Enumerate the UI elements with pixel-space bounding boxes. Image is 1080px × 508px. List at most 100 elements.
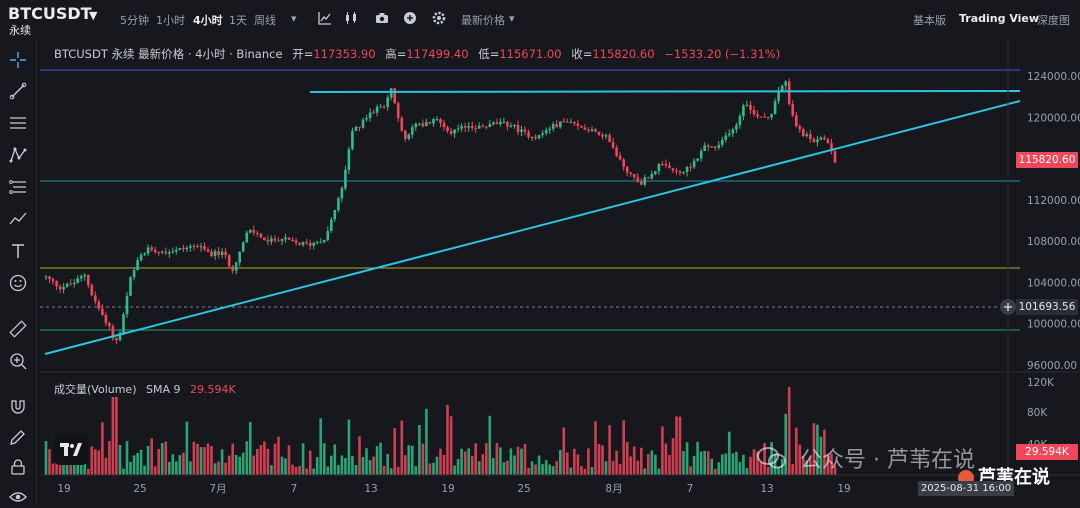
volume-bar [590,467,594,475]
timeframe-5m[interactable]: 5分钟 [120,14,149,27]
candle-body [513,125,516,126]
candle-body [315,242,319,244]
candle-body [608,135,611,142]
ruler-icon[interactable] [6,318,30,340]
pattern-icon[interactable] [6,144,30,166]
volume-bar [530,461,534,475]
candle-body [509,125,513,127]
candle-body [735,125,738,130]
volume-bar [224,462,227,475]
candle-body [354,126,358,131]
latest-price-caret-icon[interactable]: ▾ [509,12,515,25]
timeframe-1h[interactable]: 1小时 [156,14,185,27]
volume-bar [312,468,315,475]
candle-body [795,115,798,127]
candle-body [784,81,787,86]
time-tick-label: 25 [517,483,530,495]
crosshair-price-tag: 101693.56 [1016,299,1078,315]
volume-bar [555,461,558,475]
tradingview-logo-icon[interactable] [54,435,88,465]
fib-icon[interactable] [6,176,30,198]
symbol-dropdown-icon[interactable]: ▼ [89,9,98,22]
candle-body [245,232,249,243]
candle-body [551,124,555,129]
pencil-lock-icon[interactable] [6,426,30,448]
view-basic-tab[interactable]: 基本版 [913,14,946,27]
volume-bar [210,446,213,475]
candle-body [805,134,809,136]
candle-body [657,164,661,172]
crosshair-icon[interactable] [6,49,30,71]
volume-bar [220,449,224,475]
view-depth-tab[interactable]: 深度图 [1037,14,1070,27]
volume-bar [527,467,530,475]
candle-body [502,121,506,123]
volume-bar [389,468,393,475]
eye-icon[interactable] [6,486,30,508]
candles-icon[interactable] [342,9,360,27]
candle-body [227,255,231,267]
candle-body [516,125,520,132]
volume-bar [280,456,284,475]
candle-body [534,136,537,139]
camera-icon[interactable] [373,9,391,27]
timeframe-4h[interactable]: 4小时 [193,14,223,27]
candle-body [340,188,344,199]
timeframe-more-icon[interactable]: ▾ [291,12,297,25]
chart-type-icon[interactable] [316,9,334,27]
volume-bar [104,457,108,475]
emoji-icon[interactable] [6,272,30,294]
candle-body [108,322,111,327]
timeframe-weekly[interactable]: 周线 [254,14,276,27]
magnet-icon[interactable] [6,396,30,418]
volume-bar [234,455,238,475]
horizontal-lines-icon[interactable] [6,112,30,134]
candle-body [361,119,365,128]
candle-body [791,103,794,116]
candle-body [717,144,721,148]
candle-body [344,169,347,189]
candle-body [703,145,706,151]
candle-body [351,130,354,150]
trend-line-icon[interactable] [6,80,30,102]
projection-icon[interactable] [6,208,30,230]
volume-bar [146,445,150,475]
candle-body [308,243,312,246]
volume-bar [143,465,146,475]
time-tick-label: 8月 [605,483,622,495]
add-indicator-icon[interactable] [401,9,419,27]
timeframe-1d[interactable]: 1天 [229,14,247,27]
volume-bar [636,460,640,475]
volume-bar [196,443,199,475]
price-tick-label: 100000.00 [1027,319,1080,331]
candle-body [326,230,330,240]
candle-body [139,254,143,261]
candle-body [421,123,425,127]
candle-body [495,122,499,124]
time-tick-label: 13 [364,483,377,495]
lock-icon[interactable] [6,456,30,478]
candle-body [833,150,837,163]
zoom-in-icon[interactable] [6,350,30,372]
candle-body [738,116,742,125]
add-alert-plus-icon[interactable] [1000,299,1016,315]
volume-bar [721,454,724,475]
volume-bar [516,446,520,475]
symbol-name[interactable]: BTCUSDT [8,4,92,23]
volume-bar [629,456,632,475]
candle-body [234,262,238,271]
volume-bar [541,464,544,475]
settings-gear-icon[interactable] [430,9,448,27]
candle-body [559,121,562,128]
high-value: 117499.40 [406,47,469,61]
latest-price-dropdown[interactable]: 最新价格 [461,14,505,27]
candle-body [597,131,601,135]
candle-body [439,119,442,123]
text-icon[interactable] [6,240,30,262]
candle-body [365,118,368,120]
change-value: −1533.20 (−1.31%) [664,47,781,61]
view-tradingview-tab[interactable]: Trading View [959,12,1040,25]
volume-bar [456,459,460,475]
candle-body [192,245,196,247]
